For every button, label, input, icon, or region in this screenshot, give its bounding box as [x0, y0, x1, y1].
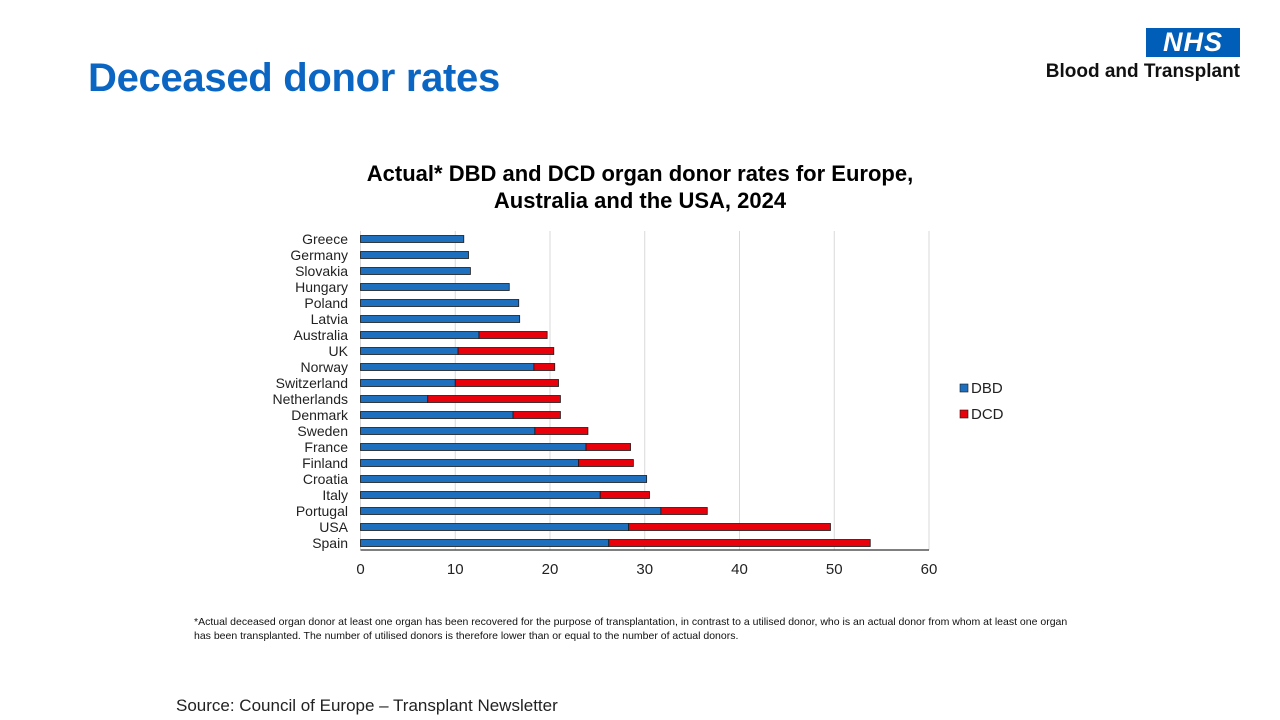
bar-dcd [533, 363, 556, 371]
y-category-label: Slovakia [295, 263, 348, 279]
y-category-label: Hungary [295, 279, 348, 295]
logo-organisation-name: Blood and Transplant [1045, 61, 1240, 82]
y-category-label: Greece [302, 231, 348, 247]
bar-dbd [360, 251, 469, 259]
y-category-label: Croatia [303, 471, 348, 487]
bar-dbd [360, 411, 514, 419]
bar-dbd [360, 283, 510, 291]
footnote: *Actual deceased organ donor at least on… [194, 616, 1068, 642]
bar-dbd [360, 379, 456, 387]
bar-dcd [660, 507, 708, 515]
bar-dcd [478, 331, 548, 339]
bar-dbd [360, 523, 630, 531]
y-category-label: Latvia [311, 311, 349, 327]
chart-title-line-1: Actual* DBD and DCD organ donor rates fo… [366, 161, 914, 186]
bar-dcd [512, 411, 561, 419]
legend-label-dbd: DBD [971, 380, 1003, 397]
bar-dbd [360, 443, 587, 451]
bar-dbd [360, 459, 579, 467]
bar-dbd [360, 299, 520, 307]
bars [360, 235, 871, 547]
x-tick-label: 40 [731, 561, 748, 578]
chart-title-line-2: Australia and the USA, 2024 [493, 188, 787, 213]
gridlines [360, 231, 930, 551]
nhs-blood-and-transplant-logo: NHS Blood and Transplant [970, 28, 1240, 84]
y-category-label: Poland [304, 295, 348, 311]
y-category-label: Netherlands [273, 391, 349, 407]
bar-dbd [360, 475, 648, 483]
x-tick-label: 60 [921, 561, 938, 578]
y-category-label: Sweden [297, 423, 348, 439]
legend-swatch-dbd [959, 383, 969, 393]
bar-dcd [608, 539, 871, 547]
bar-dbd [360, 427, 536, 435]
x-tick-label: 50 [826, 561, 843, 578]
y-category-label: UK [329, 343, 349, 359]
legend-label-dcd: DCD [971, 406, 1004, 423]
legend-swatch-dcd [959, 409, 969, 419]
bar-dbd [360, 491, 601, 499]
y-category-label: USA [319, 519, 348, 535]
bar-dbd [360, 331, 480, 339]
y-category-label: Denmark [291, 407, 349, 423]
y-category-label: Spain [312, 535, 348, 551]
bar-dcd [578, 459, 634, 467]
bar-dbd [360, 363, 535, 371]
x-tick-label: 20 [542, 561, 559, 578]
y-category-label: Germany [290, 247, 348, 263]
y-category-label: Australia [294, 327, 349, 343]
bar-dbd [360, 235, 465, 243]
y-category-label: Norway [301, 359, 348, 375]
chart-title: Actual* DBD and DCD organ donor rates fo… [300, 160, 980, 214]
nhs-badge: NHS [1146, 28, 1240, 57]
y-category-label: Italy [322, 487, 348, 503]
bar-dcd [585, 443, 631, 451]
x-tick-label: 10 [447, 561, 464, 578]
bar-dbd [360, 539, 610, 547]
bar-dcd [454, 379, 559, 387]
x-tick-label: 0 [356, 561, 364, 578]
bar-dcd [599, 491, 650, 499]
x-axis-ticks: 0 10 20 30 40 50 60 [356, 561, 937, 578]
bar-dcd [628, 523, 831, 531]
bar-dcd [457, 347, 555, 355]
bar-dbd [360, 315, 521, 323]
legend: DBD DCD [959, 380, 1004, 423]
bar-dcd [427, 395, 561, 403]
y-category-label: Switzerland [276, 375, 348, 391]
y-category-label: Portugal [296, 503, 348, 519]
y-category-label: France [304, 439, 348, 455]
y-axis-labels: GreeceGermanySlovakiaHungaryPolandLatvia… [273, 231, 349, 551]
bar-dbd [360, 395, 429, 403]
y-category-label: Finland [302, 455, 348, 471]
bar-dbd [360, 347, 459, 355]
bar-dcd [534, 427, 589, 435]
slide-title: Deceased donor rates [88, 56, 500, 100]
bar-dbd [360, 267, 471, 275]
x-tick-label: 30 [636, 561, 653, 578]
source-note: Source: Council of Europe – Transplant N… [176, 696, 558, 715]
bar-dbd [360, 507, 662, 515]
